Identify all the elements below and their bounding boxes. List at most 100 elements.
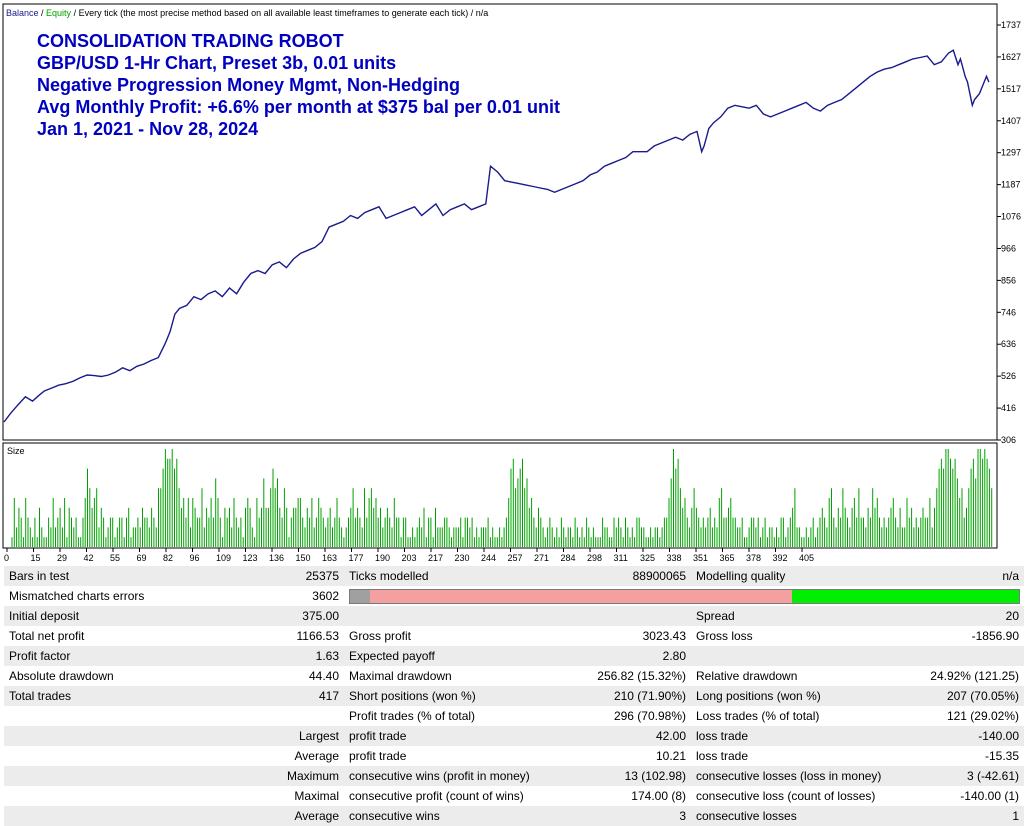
balance-series-line bbox=[3, 49, 990, 423]
x-tick-label: 392 bbox=[773, 553, 788, 563]
stat-label: loss trade bbox=[696, 749, 749, 763]
stat-label: Absolute drawdown bbox=[9, 669, 114, 683]
x-tick-label: 190 bbox=[375, 553, 390, 563]
balance-legend: Balance bbox=[6, 8, 39, 18]
stat-label: loss trade bbox=[696, 729, 749, 743]
title-line-3: Negative Progression Money Mgmt, Non-Hed… bbox=[37, 75, 460, 95]
x-tick-label: 244 bbox=[481, 553, 496, 563]
x-tick-label: 257 bbox=[508, 553, 523, 563]
x-tick-label: 69 bbox=[137, 553, 147, 563]
stat-label: Short positions (won %) bbox=[349, 689, 476, 703]
stat-value: 2.80 bbox=[662, 649, 686, 663]
stat-label: Profit factor bbox=[9, 649, 71, 663]
x-tick-label: 163 bbox=[322, 553, 337, 563]
table-row: Average consecutive wins 3 consecutive l… bbox=[4, 806, 1024, 826]
x-tick-label: 55 bbox=[110, 553, 120, 563]
stat-value: n/a bbox=[1002, 569, 1019, 583]
stat-label: consecutive wins (profit in money) bbox=[349, 769, 530, 783]
x-tick-label: 378 bbox=[746, 553, 761, 563]
x-tick-label: 365 bbox=[720, 553, 735, 563]
table-row: Average profit trade 10.21 loss trade -1… bbox=[4, 746, 1024, 766]
y-tick-label: 636 bbox=[1001, 339, 1016, 349]
table-row: Mismatched charts errors 3602 bbox=[4, 586, 1024, 606]
title-line-4: Avg Monthly Profit: +6.6% per month at $… bbox=[37, 97, 560, 117]
stat-label: Maximal bbox=[4, 786, 344, 806]
stat-value: 3 bbox=[679, 809, 686, 823]
stat-value: 1.63 bbox=[315, 649, 339, 663]
stat-value: 417 bbox=[318, 689, 339, 703]
size-panel-label: Size bbox=[7, 446, 25, 456]
stat-label: consecutive profit (count of wins) bbox=[349, 789, 524, 803]
table-row: Largest profit trade 42.00 loss trade -1… bbox=[4, 726, 1024, 746]
stat-label: Loss trades (% of total) bbox=[696, 709, 820, 723]
stat-value: 20 bbox=[1005, 609, 1019, 623]
x-tick-label: 284 bbox=[561, 553, 576, 563]
report-table: Bars in test 25375 Ticks modelled 889000… bbox=[4, 566, 1024, 826]
stat-value: 1166.53 bbox=[296, 629, 340, 643]
table-row: Total net profit 1166.53 Gross profit 30… bbox=[4, 626, 1024, 646]
stat-label: Ticks modelled bbox=[349, 569, 429, 583]
y-tick-label: 1517 bbox=[1001, 84, 1021, 94]
y-axis: 1737 1627 1517 1407 1297 1187 1076 966 856 746 636… bbox=[997, 20, 1021, 445]
y-tick-label: 1187 bbox=[1001, 180, 1020, 190]
stat-value: 3 (-42.61) bbox=[966, 769, 1019, 783]
size-bars bbox=[11, 449, 993, 547]
y-tick-label: 966 bbox=[1001, 243, 1016, 253]
stat-value: -140.00 bbox=[978, 729, 1019, 743]
legend-separator: / bbox=[39, 8, 47, 18]
stat-label: Expected payoff bbox=[349, 649, 435, 663]
x-tick-label: 82 bbox=[163, 553, 173, 563]
stat-label: Gross profit bbox=[349, 629, 412, 643]
table-row: Maximal consecutive profit (count of win… bbox=[4, 786, 1024, 806]
table-row: Absolute drawdown 44.40 Maximal drawdown… bbox=[4, 666, 1024, 686]
x-tick-label: 203 bbox=[402, 553, 417, 563]
x-tick-label: 0 bbox=[4, 553, 9, 563]
stat-label: consecutive losses (loss in money) bbox=[696, 769, 882, 783]
y-tick-label: 1737 bbox=[1001, 20, 1021, 30]
y-tick-label: 306 bbox=[1001, 435, 1016, 445]
x-tick-label: 405 bbox=[799, 553, 814, 563]
x-tick-label: 338 bbox=[667, 553, 682, 563]
x-tick-label: 109 bbox=[216, 553, 231, 563]
stat-value: 121 (29.02%) bbox=[946, 709, 1019, 723]
stat-label: Maximum bbox=[4, 766, 344, 786]
stat-label: Bars in test bbox=[9, 569, 70, 583]
stat-label: Mismatched charts errors bbox=[9, 589, 145, 603]
stat-label: Average bbox=[4, 746, 344, 766]
x-tick-label: 230 bbox=[455, 553, 470, 563]
stat-label: consecutive wins bbox=[349, 809, 440, 823]
y-tick-label: 746 bbox=[1001, 307, 1016, 317]
stat-label: Largest bbox=[4, 726, 344, 746]
table-row: Maximum consecutive wins (profit in mone… bbox=[4, 766, 1024, 786]
x-tick-label: 177 bbox=[349, 553, 364, 563]
stat-label: Relative drawdown bbox=[696, 669, 798, 683]
stat-label: Maximal drawdown bbox=[349, 669, 452, 683]
stat-value: 174.00 (8) bbox=[631, 789, 686, 803]
table-row: Profit factor 1.63 Expected payoff 2.80 bbox=[4, 646, 1024, 666]
table-row: Profit trades (% of total) 296 (70.98%) … bbox=[4, 706, 1024, 726]
y-tick-label: 1407 bbox=[1001, 116, 1021, 126]
y-tick-label: 1627 bbox=[1001, 52, 1021, 62]
chart-area: Balance / Equity / Every tick (the most … bbox=[2, 3, 1021, 563]
equity-legend: Equity bbox=[46, 8, 72, 18]
quality-bar-red bbox=[370, 589, 792, 603]
x-tick-label: 325 bbox=[640, 553, 655, 563]
stat-label: Total trades bbox=[9, 689, 72, 703]
table-row: Total trades 417 Short positions (won %)… bbox=[4, 686, 1024, 706]
x-tick-label: 136 bbox=[269, 553, 284, 563]
x-tick-label: 351 bbox=[693, 553, 708, 563]
stat-value: 88900065 bbox=[632, 569, 686, 583]
title-line-2: GBP/USD 1-Hr Chart, Preset 3b, 0.01 unit… bbox=[37, 53, 396, 73]
y-tick-label: 526 bbox=[1001, 371, 1016, 381]
chart-header: Balance / Equity / Every tick (the most … bbox=[6, 8, 488, 18]
x-tick-label: 15 bbox=[31, 553, 41, 563]
x-tick-label: 298 bbox=[587, 553, 602, 563]
stat-value: -15.35 bbox=[984, 749, 1019, 763]
x-tick-label: 42 bbox=[84, 553, 94, 563]
stat-value: 3602 bbox=[312, 589, 339, 603]
x-tick-label: 271 bbox=[534, 553, 549, 563]
stat-label: profit trade bbox=[349, 749, 407, 763]
x-tick-label: 150 bbox=[296, 553, 311, 563]
x-tick-label: 29 bbox=[57, 553, 67, 563]
stat-label: consecutive losses bbox=[696, 809, 797, 823]
